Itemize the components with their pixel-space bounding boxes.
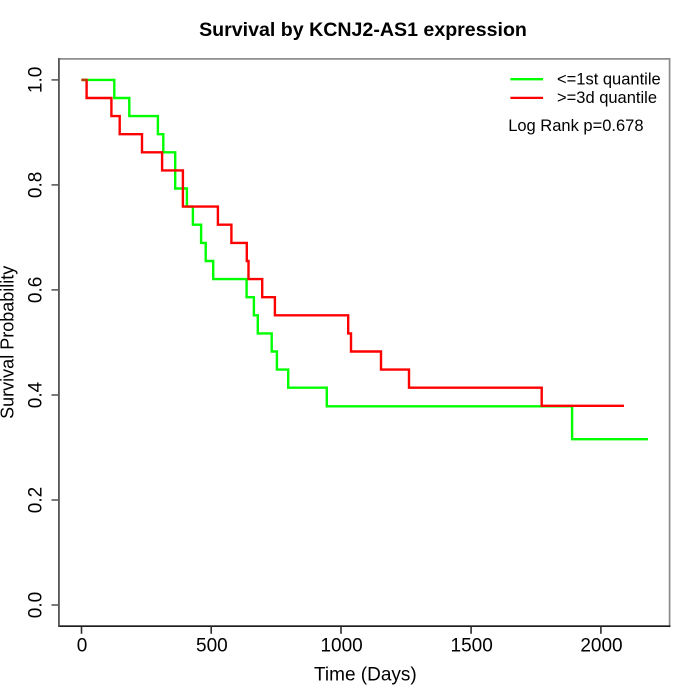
svg-text:>=3d quantile: >=3d quantile	[557, 89, 657, 107]
svg-text:1.0: 1.0	[25, 67, 46, 93]
svg-text:500: 500	[196, 636, 228, 657]
svg-text:0: 0	[77, 636, 88, 657]
svg-text:0.8: 0.8	[25, 172, 46, 198]
svg-text:2000: 2000	[580, 636, 622, 657]
svg-text:1500: 1500	[451, 636, 493, 657]
svg-text:0.4: 0.4	[25, 381, 46, 408]
svg-text:0.6: 0.6	[25, 277, 46, 303]
svg-text:Time (Days): Time (Days)	[314, 665, 417, 686]
svg-text:1000: 1000	[320, 636, 362, 657]
svg-text:Survival by KCNJ2-AS1 expressi: Survival by KCNJ2-AS1 expression	[199, 19, 527, 41]
svg-text:<=1st quantile: <=1st quantile	[557, 70, 661, 88]
svg-text:0.2: 0.2	[25, 487, 46, 513]
svg-text:Log Rank p=0.678: Log Rank p=0.678	[508, 117, 643, 135]
svg-text:Survival Probability: Survival Probability	[0, 266, 18, 419]
svg-text:0.0: 0.0	[25, 592, 46, 618]
